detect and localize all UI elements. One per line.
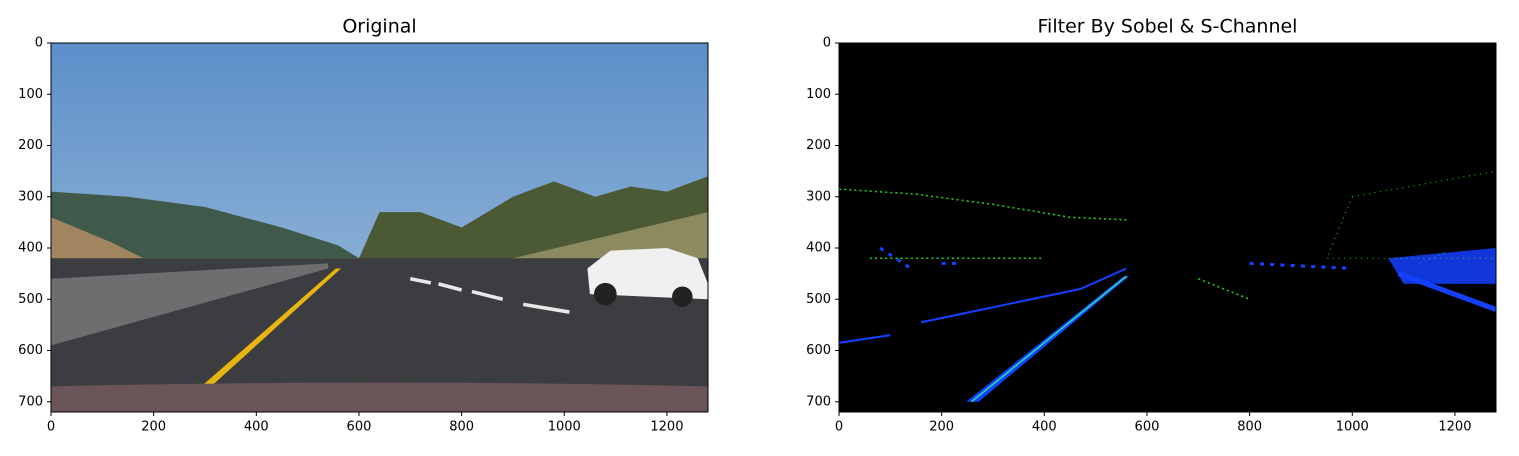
y-tick-label: 300: [806, 189, 831, 204]
y-tick-label: 400: [18, 241, 43, 256]
y-tick-label: 0: [823, 36, 831, 51]
x-tick-label: 600: [1135, 420, 1160, 435]
y-tick-label: 700: [806, 394, 831, 409]
x-tick-label: 400: [1032, 420, 1057, 435]
axes-title: Filter By Sobel & S-Channel: [1038, 16, 1298, 38]
y-tick-label: 100: [806, 87, 831, 102]
filtered-image: [839, 43, 1496, 412]
x-tick-label: 600: [347, 420, 372, 435]
y-tick-label: 600: [18, 343, 43, 358]
x-tick-label: 800: [1237, 420, 1262, 435]
y-tick-label: 700: [18, 394, 43, 409]
y-tick-label: 200: [806, 138, 831, 153]
x-tick-label: 1000: [1336, 420, 1369, 435]
x-tick-label: 200: [929, 420, 954, 435]
y-tick-label: 300: [18, 189, 43, 204]
axes-frame: [838, 42, 1497, 413]
x-tick-label: 1200: [1438, 420, 1471, 435]
x-tick-label: 1200: [650, 420, 683, 435]
x-tick-label: 1000: [548, 420, 581, 435]
original-image: [51, 43, 708, 412]
x-tick-label: 0: [47, 420, 55, 435]
y-tick-label: 0: [35, 36, 43, 51]
x-tick-label: 0: [835, 420, 843, 435]
y-tick-label: 600: [806, 343, 831, 358]
x-tick-label: 400: [244, 420, 269, 435]
y-tick-label: 500: [18, 292, 43, 307]
y-tick-label: 100: [18, 87, 43, 102]
axes-frame: [50, 42, 709, 413]
y-tick-label: 400: [806, 241, 831, 256]
axes-title: Original: [342, 16, 416, 38]
x-tick-label: 200: [141, 420, 166, 435]
x-tick-label: 800: [449, 420, 474, 435]
y-tick-label: 500: [806, 292, 831, 307]
y-tick-label: 200: [18, 138, 43, 153]
